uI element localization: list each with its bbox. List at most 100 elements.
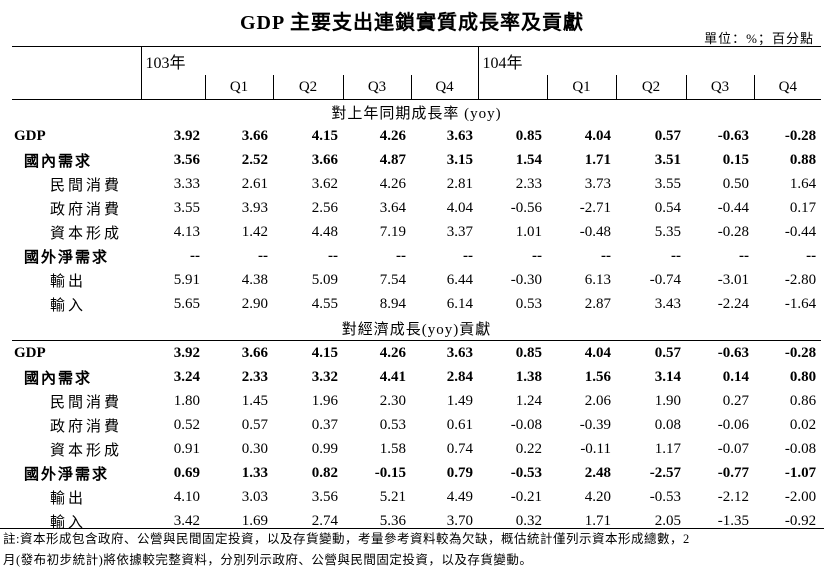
table-row: 政府消費 0.52 0.57 0.37 0.53 0.61 -0.08 -0.39 0.08 -0… <box>12 413 821 437</box>
cell-value: 4.55 <box>311 295 338 312</box>
cell-value: 3.62 <box>311 175 338 192</box>
cell-value: 3.42 <box>173 512 200 529</box>
table-row: 國內需求 3.56 2.52 3.66 4.87 3.15 1.54 1.71 3.51 0.15… <box>12 148 821 172</box>
table-row: 國內需求 3.24 2.33 3.32 4.41 2.84 1.38 1.56 3.14 0.14… <box>12 365 821 389</box>
footnote-line-2: 月(發布初步統計)將依據較完整資料，分別列示政府、公營與民間固定投資，以及存貨變… <box>3 553 533 567</box>
table-row: 輸入 3.42 1.69 2.74 5.36 3.70 0.32 1.71 2.05 -1.35 -… <box>12 509 821 533</box>
cell-value: 0.99 <box>311 440 338 457</box>
footnote-line-1: 註:資本形成包含政府、公營與民間固定投資，以及存貨變動，考量參考資料較為欠缺，概… <box>3 532 690 546</box>
cell-value: 0.02 <box>789 416 817 433</box>
cell-value: 0.15 <box>722 151 750 168</box>
cell-value: 1.71 <box>584 151 612 168</box>
cell-value: -0.77 <box>717 464 750 481</box>
row-label: 國內需求 <box>24 370 93 387</box>
cell-value: 0.08 <box>654 416 682 433</box>
cell-value: -0.74 <box>649 271 682 288</box>
cell-value: -- <box>601 247 612 264</box>
cell-value: 1.24 <box>515 392 543 409</box>
row-label: 國外淨需求 <box>24 249 110 266</box>
cell-value: 1.33 <box>241 464 268 481</box>
cell-value: 1.56 <box>584 368 612 385</box>
cell-value: -2.71 <box>579 199 612 216</box>
cell-value: -2.80 <box>784 271 817 288</box>
row-label: 資本形成 <box>50 442 123 459</box>
cell-value: -0.08 <box>510 416 543 433</box>
table-header: 103年 104年 Q1 Q2 Q3 Q4 Q1 Q2 Q3 Q4 <box>12 46 822 100</box>
cell-value: -0.53 <box>510 464 543 481</box>
table-row: 輸入 5.65 2.90 4.55 8.94 6.14 0.53 2.87 3.43 -2.24 -… <box>12 292 821 316</box>
year-103-header: 103年 <box>140 46 479 75</box>
q103-2-header: Q2 <box>272 75 343 100</box>
cell-value: -1.07 <box>784 464 817 481</box>
cell-value: 6.44 <box>446 271 474 288</box>
table-row: 民間消費 3.33 2.61 3.62 4.26 2.81 2.33 3.73 3.55 0.50… <box>12 172 821 196</box>
cell-value: 4.15 <box>311 344 338 361</box>
cell-value: 2.84 <box>446 368 474 385</box>
table-row: 資本形成 4.13 1.42 4.48 7.19 3.37 1.01 -0.48 5.35 -0.… <box>12 220 821 244</box>
cell-value: -0.39 <box>579 416 612 433</box>
cell-value: 5.36 <box>379 512 406 529</box>
cell-value: 0.91 <box>173 440 200 457</box>
table-row: 國外淨需求 -- -- -- -- -- -- -- -- -- -- <box>12 244 821 268</box>
cell-value: -0.44 <box>784 223 817 240</box>
cell-value: 3.66 <box>241 344 268 361</box>
cell-value: 2.06 <box>584 392 612 409</box>
cell-value: -2.00 <box>784 488 817 505</box>
cell-value: -0.28 <box>784 344 817 361</box>
cell-value: 4.49 <box>446 488 474 505</box>
row-label: 輸入 <box>50 514 87 531</box>
cell-value: 3.56 <box>311 488 338 505</box>
cell-value: -- <box>328 247 338 264</box>
cell-value: -0.44 <box>717 199 750 216</box>
table-row: 輸出 5.91 4.38 5.09 7.54 6.44 -0.30 6.13 -0.74 -3.0… <box>12 268 821 292</box>
cell-value: 3.63 <box>446 344 474 361</box>
cell-value: 0.57 <box>241 416 268 433</box>
cell-value: 3.73 <box>584 175 612 192</box>
cell-value: -2.12 <box>717 488 750 505</box>
cell-value: -- <box>396 247 406 264</box>
row-label: 民間消費 <box>50 394 123 411</box>
row-label: 輸出 <box>50 273 87 290</box>
cell-value: -- <box>671 247 682 264</box>
cell-value: -0.28 <box>784 127 817 144</box>
table-row: GDP 3.92 3.66 4.15 4.26 3.63 0.85 4.04 0.57 -0.63… <box>12 341 821 366</box>
cell-value: 4.04 <box>584 344 612 361</box>
cell-value: 4.13 <box>173 223 200 240</box>
cell-value: -0.21 <box>510 488 543 505</box>
cell-value: -0.11 <box>580 440 612 457</box>
cell-value: 2.74 <box>311 512 338 529</box>
cell-value: -0.48 <box>579 223 612 240</box>
cell-value: 5.21 <box>379 488 406 505</box>
cell-value: 2.05 <box>654 512 682 529</box>
cell-value: 2.90 <box>241 295 268 312</box>
cell-value: -0.63 <box>717 344 750 361</box>
cell-value: 4.04 <box>446 199 474 216</box>
cell-value: 5.65 <box>173 295 200 312</box>
q103-4-header: Q4 <box>410 75 479 100</box>
cell-value: -0.30 <box>510 271 543 288</box>
cell-value: 4.26 <box>379 127 406 144</box>
cell-value: 0.80 <box>789 368 817 385</box>
cell-value: 0.88 <box>789 151 817 168</box>
cell-value: -0.08 <box>784 440 817 457</box>
cell-value: 0.61 <box>446 416 474 433</box>
cell-value: 2.61 <box>241 175 268 192</box>
table-row: 國外淨需求 0.69 1.33 0.82 -0.15 0.79 -0.53 2.48 -2.57… <box>12 461 821 485</box>
section-title: 對經濟成長(yoy)貢獻 <box>12 316 822 341</box>
cell-value: 2.87 <box>584 295 612 312</box>
table-row: GDP 3.92 3.66 4.15 4.26 3.63 0.85 4.04 0.57 -0.63… <box>12 124 821 148</box>
cell-value: -0.15 <box>374 464 406 481</box>
cell-value: 6.14 <box>446 295 474 312</box>
cell-value: 0.22 <box>515 440 543 457</box>
unit-label: 單位：%；百分點 <box>704 31 814 46</box>
row-label: 政府消費 <box>50 201 123 218</box>
row-label: 資本形成 <box>50 225 123 242</box>
table-row: 民間消費 1.80 1.45 1.96 2.30 1.49 1.24 2.06 1.90 0.27… <box>12 389 821 413</box>
cell-value: 3.70 <box>446 512 474 529</box>
row-label: 國外淨需求 <box>24 466 110 483</box>
cell-value: 2.81 <box>446 175 474 192</box>
cell-value: 0.57 <box>654 344 682 361</box>
cell-value: 3.51 <box>654 151 682 168</box>
cell-value: -- <box>532 247 543 264</box>
table-row: 資本形成 0.91 0.30 0.99 1.58 0.74 0.22 -0.11 1.17 -0.… <box>12 437 821 461</box>
